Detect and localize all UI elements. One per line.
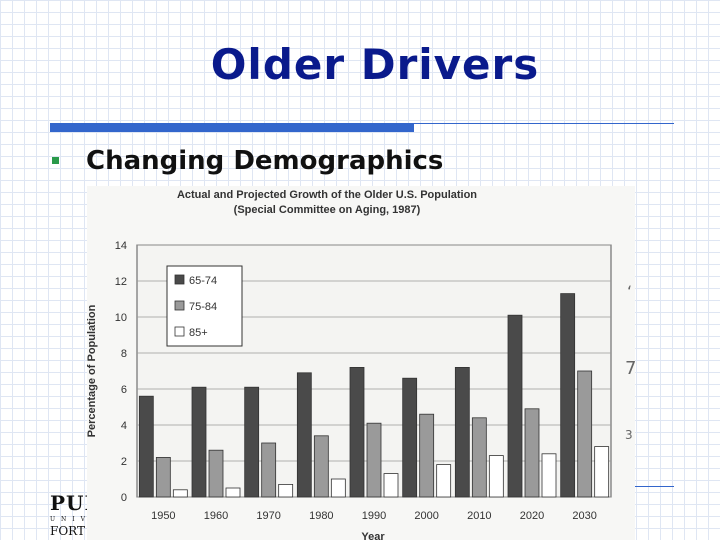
slide-title: Older Drivers [210, 40, 540, 89]
x-tick-label-2030: 2030 [572, 510, 596, 522]
bar-65-74-1960 [191, 386, 207, 498]
y-tick-label-1: 2 [121, 456, 127, 468]
bar-65-74-1970 [244, 386, 260, 498]
bar-75-84-2000 [419, 413, 435, 498]
y-tick-label-5: 10 [115, 312, 127, 324]
bar-65-74-2020 [507, 314, 523, 498]
x-tick-label-1960: 1960 [204, 510, 228, 522]
bar-85+-1990 [383, 473, 399, 498]
bullet-icon [52, 157, 59, 164]
chart-title: Actual and Projected Growth of the Older… [177, 189, 477, 201]
y-tick-label-7: 14 [115, 240, 127, 252]
legend-swatch-65-74 [174, 274, 185, 285]
title-underline-thick [50, 123, 414, 132]
legend-label-85+: 85+ [189, 327, 208, 339]
x-tick-label-1950: 1950 [151, 510, 175, 522]
y-tick-label-2: 4 [121, 420, 127, 432]
bar-85+-2000 [436, 464, 452, 498]
bar-75-84-2020 [524, 408, 540, 498]
bar-85+-1950 [172, 489, 188, 498]
bar-75-84-2030 [577, 370, 593, 498]
bar-65-74-2030 [560, 293, 576, 498]
logo-line-2: UNIV [50, 516, 92, 523]
bar-85+-2030 [594, 446, 610, 498]
bar-75-84-1980 [313, 435, 329, 498]
bar-75-84-1950 [155, 456, 171, 498]
title-underline-thin [414, 123, 674, 124]
y-tick-label-4: 8 [121, 348, 127, 360]
x-tick-label-1980: 1980 [309, 510, 333, 522]
margin-fragment-3: 3 [625, 428, 633, 442]
bar-75-84-2010 [471, 417, 487, 498]
bar-65-74-1950 [138, 395, 154, 498]
x-tick-label-1970: 1970 [256, 510, 280, 522]
footer-rule [634, 486, 674, 487]
bar-65-74-2000 [402, 377, 418, 498]
chart-subtitle: (Special Committee on Aging, 1987) [234, 204, 421, 216]
x-tick-label-2020: 2020 [520, 510, 544, 522]
bar-chart: Actual and Projected Growth of the Older… [86, 189, 612, 543]
y-tick-label-3: 6 [121, 384, 127, 396]
x-tick-label-1990: 1990 [362, 510, 386, 522]
y-axis-label: Percentage of Population [87, 304, 98, 437]
legend-swatch-75-84 [174, 300, 185, 311]
bar-85+-1960 [225, 487, 241, 498]
bar-75-84-1970 [261, 442, 277, 498]
x-tick-label-2010: 2010 [467, 510, 491, 522]
bar-75-84-1990 [366, 422, 382, 498]
margin-fragment-1: ‘ [627, 282, 633, 301]
bar-65-74-1990 [349, 366, 365, 498]
bar-85+-2020 [541, 453, 557, 498]
x-axis-label: Year [361, 531, 385, 540]
y-tick-label-0: 0 [121, 492, 127, 504]
x-tick-label-2000: 2000 [414, 510, 438, 522]
bar-65-74-2010 [454, 366, 470, 498]
legend-label-65-74: 65-74 [189, 275, 217, 287]
legend-swatch-85+ [174, 326, 185, 337]
bar-65-74-1980 [296, 372, 312, 498]
bar-85+-1980 [330, 478, 346, 498]
bar-85+-2010 [488, 455, 504, 498]
margin-fragment-2: 7 [625, 358, 637, 379]
chart-panel: Actual and Projected Growth of the Older… [86, 186, 637, 543]
y-tick-label-6: 12 [115, 276, 127, 288]
legend-label-75-84: 75-84 [189, 301, 217, 313]
bullet-text: Changing Demographics [86, 146, 444, 176]
bar-75-84-1960 [208, 449, 224, 498]
bar-85+-1970 [278, 483, 294, 498]
